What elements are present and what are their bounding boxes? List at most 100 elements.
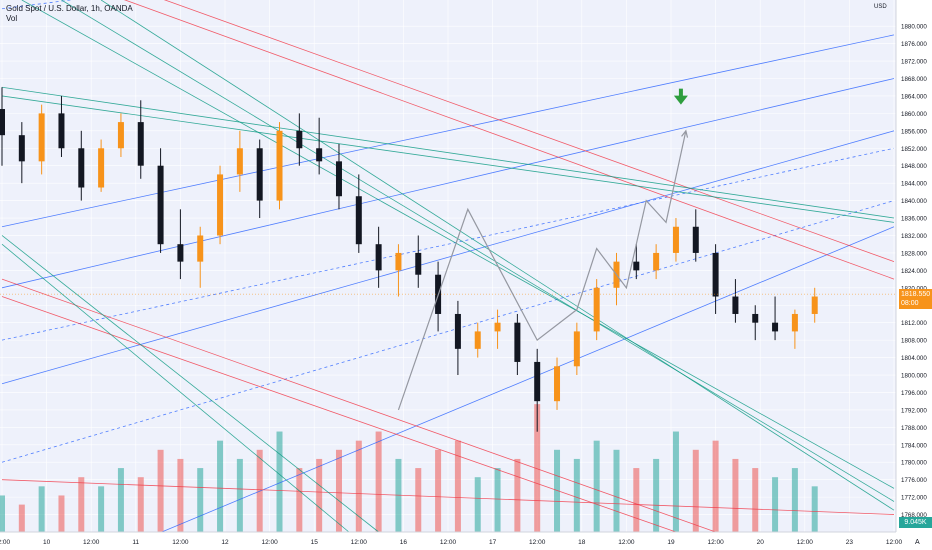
volume-bar xyxy=(296,468,303,532)
time-tick-label: 18 xyxy=(578,539,586,546)
last-price-badge: 1818.550 08:00 xyxy=(899,289,932,310)
volume-bar xyxy=(554,449,561,532)
auto-scale-button[interactable]: A xyxy=(915,539,920,546)
volume-bar xyxy=(236,458,243,532)
trendline-teal xyxy=(1,235,379,533)
volume-bar xyxy=(335,449,342,532)
candle-bearish xyxy=(18,135,25,162)
currency-label: USD xyxy=(874,4,887,10)
trendline-blue xyxy=(1,78,895,289)
candle-bearish xyxy=(732,296,739,314)
time-tick-label: 15 xyxy=(311,539,319,546)
price-tick-label: 1868.000 xyxy=(901,76,927,83)
candle-bearish xyxy=(0,109,5,136)
volume-bar xyxy=(672,431,679,532)
volume-bar xyxy=(732,458,739,532)
candle-bullish xyxy=(236,148,243,175)
price-tick-label: 1848.000 xyxy=(901,163,927,170)
trendline-teal xyxy=(1,86,895,219)
volume-bar xyxy=(791,468,798,532)
candle-bullish xyxy=(573,331,580,367)
symbol-title: Gold Spot / U.S. Dollar, 1h, OANDA xyxy=(6,4,133,13)
volume-bar xyxy=(474,477,481,532)
volume-bar xyxy=(276,431,283,532)
time-tick-label: 23 xyxy=(846,539,854,546)
volume-bar xyxy=(217,440,224,532)
trendline-teal xyxy=(1,243,350,533)
price-axis-ticks: 1880.000 1876.000 1872.000 1868.000 1864.000… xyxy=(901,24,927,519)
volume-bar xyxy=(435,449,442,532)
projection-polyline xyxy=(397,130,687,411)
price-tick-label: 1788.000 xyxy=(901,425,927,432)
time-tick-label: 12:00 xyxy=(618,539,635,546)
candle-bearish xyxy=(78,148,85,188)
price-tick-label: 1808.000 xyxy=(901,338,927,345)
time-tick-label: 16 xyxy=(400,539,408,546)
time-tick-label: 17 xyxy=(489,539,497,546)
candle-bullish xyxy=(653,252,660,271)
price-axis-panel[interactable] xyxy=(896,0,932,550)
time-tick-label: 12 xyxy=(221,539,229,546)
projection-arrowhead xyxy=(681,129,689,138)
price-tick-label: 1876.000 xyxy=(901,41,927,48)
volume-bar xyxy=(633,468,640,532)
candle-bearish xyxy=(514,322,521,362)
candle-bullish xyxy=(217,174,224,236)
price-tick-label: 1880.000 xyxy=(901,24,927,31)
price-tick-label: 1844.000 xyxy=(901,181,927,188)
volume-bar xyxy=(0,495,5,532)
volume-bar xyxy=(573,458,580,532)
candle-bearish xyxy=(177,244,184,262)
volume-bar xyxy=(811,486,818,532)
trendline-teal xyxy=(100,0,895,511)
time-tick-label: 12:00 xyxy=(261,539,278,546)
candle-bearish xyxy=(752,313,759,323)
candle-bearish xyxy=(355,196,362,245)
time-tick-label: 10 xyxy=(43,539,51,546)
volume-badge: 9.045K xyxy=(899,517,932,528)
candle-bearish xyxy=(534,361,541,402)
candle-bearish xyxy=(375,244,382,271)
price-tick-label: 1840.000 xyxy=(901,198,927,205)
price-tick-label: 1856.000 xyxy=(901,128,927,135)
volume-bar xyxy=(534,404,541,532)
candle-bearish xyxy=(256,148,263,201)
price-tick-label: 1784.000 xyxy=(901,442,927,449)
volume-bar xyxy=(58,495,65,532)
trendline-blue xyxy=(1,130,895,385)
volume-bar xyxy=(752,468,759,532)
volume-bar xyxy=(98,486,105,532)
price-tick-label: 1872.000 xyxy=(901,59,927,66)
price-tick-label: 1800.000 xyxy=(901,373,927,380)
time-axis-panel[interactable] xyxy=(0,532,896,550)
price-tick-label: 1804.000 xyxy=(901,355,927,362)
volume-bar xyxy=(316,458,323,532)
candle-bearish xyxy=(316,148,323,162)
volume-bar xyxy=(117,468,124,532)
price-tick-label: 1776.000 xyxy=(901,477,927,484)
candle-bullish xyxy=(593,287,600,332)
candle-bullish xyxy=(276,130,283,201)
volume-bar xyxy=(375,431,382,532)
volume-bar xyxy=(772,477,779,532)
volume-bar xyxy=(454,440,461,532)
candle-bearish xyxy=(712,252,719,297)
trendline-red xyxy=(1,278,716,533)
time-tick-label: 12:00 xyxy=(172,539,189,546)
candle-bullish xyxy=(672,226,679,253)
candle-bullish xyxy=(197,235,204,262)
volume-bar xyxy=(137,477,144,532)
trendline-red xyxy=(123,0,895,280)
target-arrow-head xyxy=(673,95,688,105)
trendline-blue xyxy=(1,200,895,463)
candle-bullish xyxy=(98,148,105,188)
projection-path[interactable] xyxy=(397,129,689,411)
drawn-trendlines[interactable] xyxy=(1,0,895,542)
volume-bar xyxy=(78,477,85,532)
volume-bar xyxy=(157,449,164,532)
candle-bullish xyxy=(395,252,402,271)
price-tick-label: 1780.000 xyxy=(901,460,927,467)
price-tick-label: 1772.000 xyxy=(901,495,927,502)
